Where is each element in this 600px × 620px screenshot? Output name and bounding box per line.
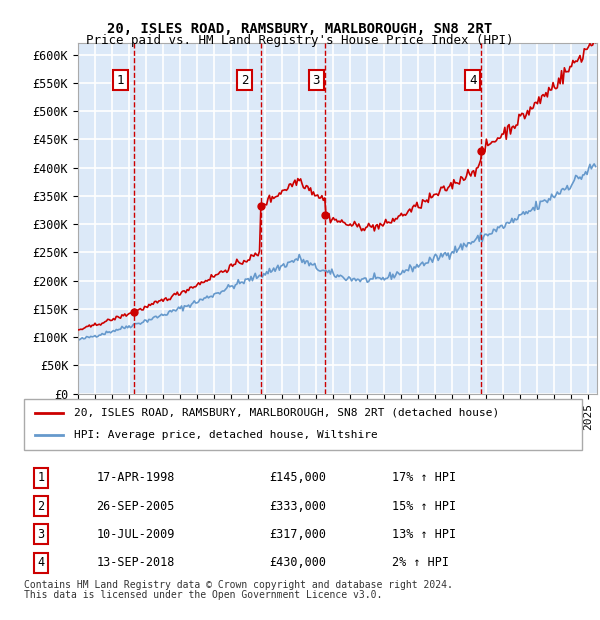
Text: £317,000: £317,000 xyxy=(269,528,326,541)
Text: £333,000: £333,000 xyxy=(269,500,326,513)
Text: 17-APR-1998: 17-APR-1998 xyxy=(97,471,175,484)
Text: 2: 2 xyxy=(37,500,44,513)
Text: 1: 1 xyxy=(37,471,44,484)
Text: 26-SEP-2005: 26-SEP-2005 xyxy=(97,500,175,513)
Text: 13-SEP-2018: 13-SEP-2018 xyxy=(97,556,175,569)
Text: 1: 1 xyxy=(117,74,124,87)
Text: Contains HM Land Registry data © Crown copyright and database right 2024.: Contains HM Land Registry data © Crown c… xyxy=(24,580,453,590)
Text: 3: 3 xyxy=(313,74,320,87)
Text: 13% ↑ HPI: 13% ↑ HPI xyxy=(392,528,457,541)
Text: 3: 3 xyxy=(37,528,44,541)
Text: 10-JUL-2009: 10-JUL-2009 xyxy=(97,528,175,541)
Text: 2% ↑ HPI: 2% ↑ HPI xyxy=(392,556,449,569)
Text: 20, ISLES ROAD, RAMSBURY, MARLBOROUGH, SN8 2RT: 20, ISLES ROAD, RAMSBURY, MARLBOROUGH, S… xyxy=(107,22,493,36)
Text: 4: 4 xyxy=(37,556,44,569)
Text: Price paid vs. HM Land Registry's House Price Index (HPI): Price paid vs. HM Land Registry's House … xyxy=(86,34,514,47)
Text: HPI: Average price, detached house, Wiltshire: HPI: Average price, detached house, Wilt… xyxy=(74,430,378,440)
Text: 2: 2 xyxy=(241,74,248,87)
Text: 4: 4 xyxy=(469,74,476,87)
Text: 17% ↑ HPI: 17% ↑ HPI xyxy=(392,471,457,484)
FancyBboxPatch shape xyxy=(24,399,582,450)
Text: This data is licensed under the Open Government Licence v3.0.: This data is licensed under the Open Gov… xyxy=(24,590,382,600)
Text: £430,000: £430,000 xyxy=(269,556,326,569)
Text: 20, ISLES ROAD, RAMSBURY, MARLBOROUGH, SN8 2RT (detached house): 20, ISLES ROAD, RAMSBURY, MARLBOROUGH, S… xyxy=(74,408,499,418)
Text: £145,000: £145,000 xyxy=(269,471,326,484)
Text: 15% ↑ HPI: 15% ↑ HPI xyxy=(392,500,457,513)
